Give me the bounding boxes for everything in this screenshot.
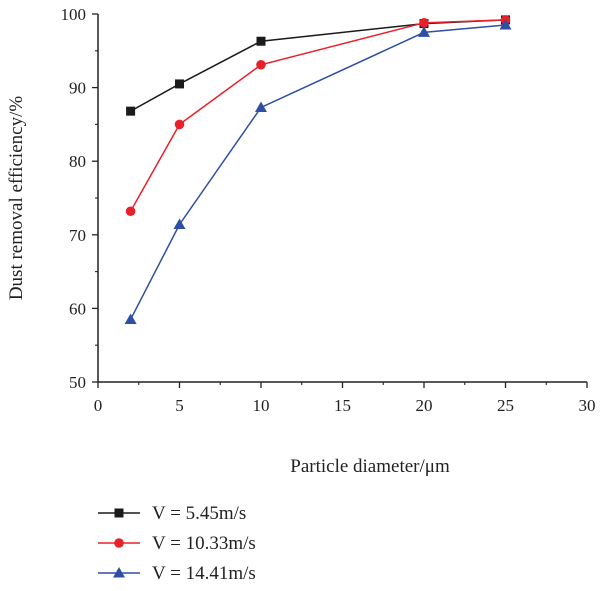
series-line xyxy=(130,19,506,112)
series-line xyxy=(129,19,506,212)
data-point xyxy=(173,218,186,229)
y-tick-label: 100 xyxy=(61,5,87,24)
legend-label: V = 10.33m/s xyxy=(152,533,256,554)
legend-marker xyxy=(114,508,124,518)
data-point xyxy=(418,26,430,37)
x-tick-label: 5 xyxy=(175,396,184,415)
x-tick-label: 10 xyxy=(253,396,270,415)
data-point xyxy=(255,101,267,112)
data-point xyxy=(125,206,136,217)
data-point xyxy=(124,313,137,324)
legend-entry: V = 5.45m/s xyxy=(98,503,246,524)
data-point xyxy=(256,59,266,70)
legend-label: V = 5.45m/s xyxy=(152,503,246,524)
series-2 xyxy=(125,15,511,217)
legend-marker xyxy=(114,538,124,548)
y-tick-label: 70 xyxy=(69,226,86,245)
x-tick-label: 15 xyxy=(334,396,351,415)
series-layer xyxy=(124,15,512,324)
y-tick-label: 80 xyxy=(69,152,86,171)
x-tick-label: 0 xyxy=(94,396,103,415)
x-tick-label: 20 xyxy=(416,396,433,415)
legend-entry: V = 10.33m/s xyxy=(98,533,256,554)
data-point xyxy=(256,36,266,46)
x-tick-label: 25 xyxy=(497,396,514,415)
data-point xyxy=(499,19,512,30)
legend-entry: V = 14.41m/s xyxy=(98,563,256,584)
legend-label: V = 14.41m/s xyxy=(152,563,256,584)
series-line xyxy=(129,24,506,320)
y-tick-label: 90 xyxy=(69,79,86,98)
ticks: 50 60 70 80 90 100 0 5 10 15 20 25 30 xyxy=(61,5,596,415)
data-point xyxy=(419,18,429,28)
data-point xyxy=(175,79,184,89)
y-tick-label: 50 xyxy=(69,373,86,392)
x-axis-label: Particle diameter/μm xyxy=(290,456,450,477)
y-tick-label: 60 xyxy=(69,299,86,318)
data-point xyxy=(126,106,136,116)
x-tick-label: 30 xyxy=(579,396,596,415)
series-3 xyxy=(124,19,512,324)
legend-marker xyxy=(113,567,125,578)
data-point xyxy=(174,119,185,130)
legend: V = 5.45m/s V = 10.33m/s V = 14.41m/s xyxy=(98,503,256,584)
y-axis-label: Dust removal efficiency/% xyxy=(6,96,27,301)
